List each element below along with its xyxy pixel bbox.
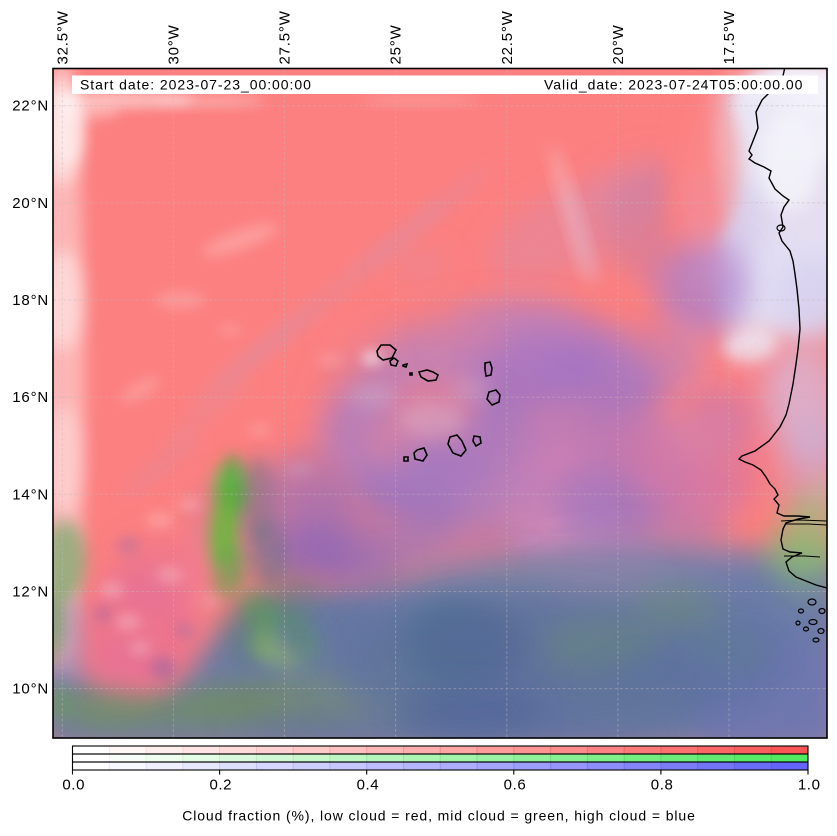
svg-text:Cloud fraction (%), low cloud: Cloud fraction (%), low cloud = red, mid… [182,808,696,824]
svg-text:0.2: 0.2 [209,777,232,794]
svg-text:22°N: 22°N [12,98,49,115]
svg-text:1.0: 1.0 [798,777,821,794]
svg-text:Valid_date: 2023-07-24T05:00:0: Valid_date: 2023-07-24T05:00:00.00 [544,77,803,93]
svg-text:22.5°W: 22.5°W [499,10,516,64]
svg-text:32.5°W: 32.5°W [54,10,71,64]
svg-text:0.0: 0.0 [62,777,85,794]
svg-text:20°N: 20°N [12,195,49,212]
svg-text:30°W: 30°W [165,24,182,64]
svg-text:27.5°W: 27.5°W [277,10,294,64]
svg-text:0.4: 0.4 [357,777,380,794]
svg-text:0.6: 0.6 [504,777,527,794]
svg-text:Start date: 2023-07-23_00:00:0: Start date: 2023-07-23_00:00:00 [80,77,312,93]
svg-text:25°W: 25°W [388,24,405,64]
svg-text:14°N: 14°N [12,486,49,503]
svg-text:10°N: 10°N [12,681,49,698]
svg-text:18°N: 18°N [12,292,49,309]
svg-text:17.5°W: 17.5°W [721,10,738,64]
svg-text:12°N: 12°N [12,584,49,601]
svg-text:16°N: 16°N [12,389,49,406]
svg-text:20°W: 20°W [610,24,627,64]
svg-text:0.8: 0.8 [651,777,674,794]
